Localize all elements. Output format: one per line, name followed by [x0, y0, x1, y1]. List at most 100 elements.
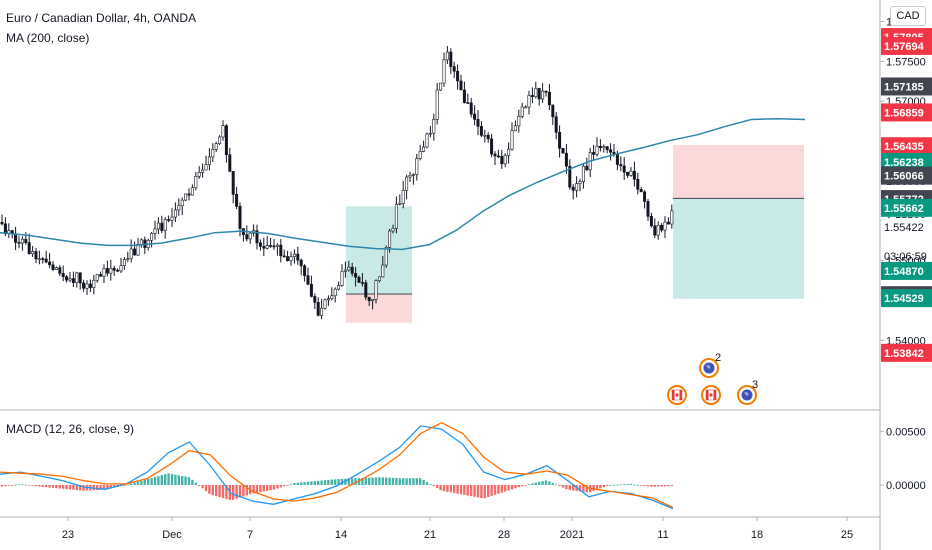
- macd-hist-bar: [0, 484, 4, 487]
- price-tag: 1.56066: [881, 166, 932, 185]
- time-tick-label: 25: [841, 529, 853, 541]
- macd-hist-bar: [670, 484, 673, 486]
- candle-body: [337, 285, 341, 290]
- candle-body: [71, 278, 75, 283]
- currency-tag[interactable]: CAD: [890, 6, 926, 26]
- macd-hist-bar: [211, 484, 214, 496]
- candle-body: [513, 125, 517, 132]
- candle-body: [371, 299, 375, 302]
- candle: [425, 132, 429, 149]
- candle-body: [37, 258, 41, 260]
- candle: [626, 171, 630, 179]
- macd-hist-bar: [181, 475, 184, 485]
- candle-body: [333, 288, 337, 297]
- macd-indicator-label[interactable]: MACD (12, 26, close, 9): [6, 422, 134, 436]
- ma-indicator-label[interactable]: MA (200, close): [6, 31, 89, 45]
- candle: [0, 214, 4, 226]
- candle: [456, 64, 460, 90]
- long-position-1[interactable]: [346, 206, 412, 323]
- macd-hist-bar: [555, 484, 558, 486]
- candle-body: [439, 82, 443, 91]
- macd-hist-bar: [449, 484, 452, 493]
- candle: [180, 197, 184, 216]
- macd-hist-bar: [75, 484, 78, 491]
- candle-body: [58, 267, 62, 274]
- macd-hist-bar: [320, 480, 323, 485]
- candle-body: [449, 51, 453, 67]
- candle-body: [544, 90, 548, 93]
- price-tick-label: 1.57500: [886, 56, 926, 68]
- candle-body: [231, 171, 235, 195]
- candle: [119, 257, 123, 274]
- candle: [160, 215, 164, 234]
- macd-hist-bar: [208, 484, 211, 494]
- candle-body: [581, 165, 585, 182]
- macd-hist-bar: [150, 477, 153, 485]
- macd-signal-line: [0, 421, 674, 509]
- event-flag-ca-1[interactable]: [667, 385, 687, 405]
- candle: [564, 143, 568, 175]
- event-flag-ca-2[interactable]: [701, 385, 721, 405]
- macd-hist-bar: [218, 484, 221, 498]
- event-earth-2[interactable]: 2: [699, 352, 721, 378]
- macd-hist-bar: [259, 484, 262, 493]
- candle: [48, 252, 52, 269]
- candle: [116, 268, 120, 273]
- macd-hist-bar: [500, 484, 503, 493]
- time-tick-label: 2021: [560, 529, 584, 541]
- macd-hist-bar: [419, 478, 422, 485]
- macd-hist-bar: [436, 484, 439, 489]
- candle: [75, 271, 79, 288]
- macd-hist-bar: [41, 484, 44, 487]
- macd-hist-bar: [21, 484, 24, 485]
- candle: [286, 250, 290, 262]
- macd-axis[interactable]: 0.00500 0.00000: [880, 426, 926, 492]
- candle-body: [394, 203, 398, 229]
- candle-body: [578, 181, 582, 184]
- macd-hist-bar: [289, 484, 293, 485]
- candle-body: [592, 152, 596, 155]
- macd-hist-bar: [459, 484, 463, 495]
- price-tag-bg: [881, 137, 932, 156]
- candle-body: [211, 149, 215, 158]
- candle-body: [275, 244, 279, 247]
- macd-hist-bar: [415, 478, 418, 485]
- candle-body: [374, 280, 378, 300]
- candle-body: [95, 274, 99, 281]
- short-position-2[interactable]: [673, 145, 804, 299]
- time-axis[interactable]: 23 Dec 7 14 21 28 2021 11 18 25: [62, 517, 853, 541]
- candle: [228, 147, 232, 172]
- candle: [187, 188, 191, 201]
- macd-hist-bar: [595, 484, 599, 490]
- candle: [405, 174, 409, 200]
- macd-hist-bar: [657, 484, 660, 487]
- candle: [262, 237, 266, 257]
- price-tag-bg: [881, 36, 932, 55]
- candle: [578, 178, 582, 192]
- macd-hist-bar: [510, 484, 514, 490]
- candle: [462, 81, 466, 104]
- candle: [649, 212, 653, 228]
- candle-body: [163, 219, 167, 231]
- candle-body: [660, 224, 664, 231]
- candle: [61, 265, 65, 282]
- macd-hist-bar: [215, 484, 218, 497]
- candle: [126, 251, 130, 263]
- candle-body: [432, 119, 436, 134]
- candle-body: [245, 234, 249, 240]
- macd-hist-bar: [62, 484, 65, 489]
- candle: [575, 176, 579, 198]
- candle: [44, 250, 48, 264]
- macd-hist-bar: [364, 477, 367, 485]
- candle-body: [92, 279, 96, 288]
- candle-body: [292, 253, 296, 257]
- candle-body: [530, 95, 534, 97]
- macd-hist-bar: [439, 484, 442, 491]
- macd-hist-bar: [429, 484, 432, 485]
- candle: [316, 297, 320, 317]
- macd-hist-bar: [534, 482, 537, 485]
- event-earth-3[interactable]: 3: [737, 379, 758, 405]
- candle: [156, 217, 160, 234]
- macd-hist-bar: [361, 477, 364, 485]
